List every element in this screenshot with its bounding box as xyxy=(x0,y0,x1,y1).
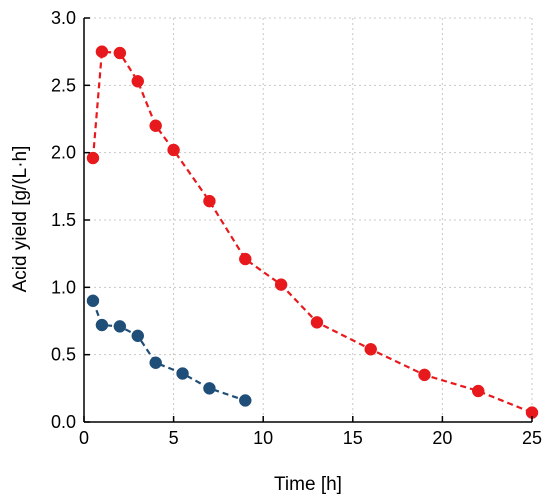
series-0 xyxy=(86,45,539,419)
series-1 xyxy=(86,294,252,407)
series-0-point-8 xyxy=(274,278,288,291)
x-tick-label-5: 25 xyxy=(522,428,542,448)
x-tick-label-0: 0 xyxy=(79,428,89,448)
series-0-point-9 xyxy=(310,316,324,329)
series-1-point-6 xyxy=(203,382,216,395)
series-0-point-2 xyxy=(113,46,127,60)
series-0-point-1 xyxy=(95,45,109,58)
series-1-point-1 xyxy=(95,318,109,332)
x-tick-label-3: 15 xyxy=(343,428,363,448)
series-1-point-0 xyxy=(86,294,100,308)
series-0-point-12 xyxy=(471,384,485,398)
x-axis-title: Time [h] xyxy=(274,474,342,495)
series-0-point-5 xyxy=(167,143,180,157)
series-0-point-3 xyxy=(131,75,145,88)
y-tick-label-2: 1.0 xyxy=(51,277,76,297)
series-0-point-6 xyxy=(203,194,216,208)
y-tick-label-0: 0.0 xyxy=(51,412,76,432)
x-tick-label-2: 10 xyxy=(253,428,273,448)
series-0-point-0 xyxy=(86,151,100,165)
y-axis-title: Acid yield [g/(L·h] xyxy=(10,146,31,293)
series-1-point-4 xyxy=(149,356,162,369)
grid xyxy=(84,17,533,422)
y-tick-label-4: 2.0 xyxy=(51,143,76,163)
series-0-point-7 xyxy=(239,252,252,266)
series-0-point-4 xyxy=(149,119,162,132)
series-1-point-7 xyxy=(239,394,252,407)
x-tick-label-1: 5 xyxy=(169,428,179,448)
series-1-point-5 xyxy=(176,367,189,380)
y-tick-label-5: 2.5 xyxy=(51,75,76,95)
x-tick-label-4: 20 xyxy=(432,428,452,448)
series-1-point-3 xyxy=(131,329,145,343)
y-tick-label-6: 3.0 xyxy=(51,8,76,28)
series-0-point-10 xyxy=(364,343,377,356)
y-tick-label-3: 1.5 xyxy=(51,210,76,230)
series-1-point-2 xyxy=(113,320,127,333)
series-group xyxy=(86,45,539,419)
series-1-line xyxy=(91,300,246,402)
y-tick-label-1: 0.5 xyxy=(51,345,76,365)
ticks: 0 5 10 15 20 25 0.0 0.5 1.0 1.5 2.0 2.5 3.0 xyxy=(51,8,542,448)
series-0-point-11 xyxy=(418,368,431,382)
